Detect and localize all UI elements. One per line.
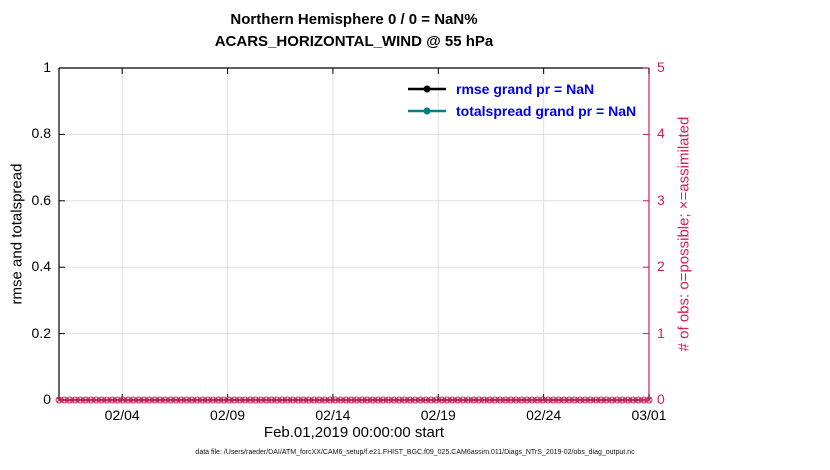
y-tick-label-left: 0.6 [31,191,51,208]
x-axis-label: Feb.01,2019 00:00:00 start [263,424,445,441]
chart-subtitle: ACARS_HORIZONTAL_WIND @ 55 hPa [214,33,494,50]
y-tick-label-right: 3 [657,191,665,208]
legend-row-totalspread: totalspread grand pr = NaN [406,100,636,122]
x-tick-label: 02/24 [526,407,562,423]
totalspread-line-swatch [408,107,446,115]
y-tick-label-right: 4 [657,125,665,142]
x-tick-label: 03/01 [631,407,667,423]
x-tick-label: 02/14 [315,407,351,423]
y-tick-label-left: 0 [43,391,51,407]
y-tick-label-left: 1 [43,59,51,75]
y-tick-label-right: 5 [657,59,665,75]
rmse-line-swatch [408,85,446,93]
y-tick-label-left: 0.2 [31,324,51,341]
y-tick-label-left: 0.4 [31,258,51,275]
y-tick-label-right: 2 [657,258,665,275]
left-axis-label: rmse and totalspread [8,163,26,305]
x-tick-label: 02/04 [104,407,140,423]
legend: rmse grand pr = NaN totalspread grand pr… [406,78,636,122]
right-axis-label: # of obs: o=possible; ×=assimilated [675,116,693,352]
x-tick-label: 02/19 [420,407,456,423]
chart-title: Northern Hemisphere 0 / 0 = NaN% [230,11,478,28]
y-tick-label-left: 0.8 [31,125,51,142]
y-tick-label-right: 0 [657,391,665,407]
data-file-note: data file: /Users/raeder/DAI/ATM_forcXX/… [195,449,635,456]
legend-label-totalspread: totalspread grand pr = NaN [456,103,637,119]
legend-row-rmse: rmse grand pr = NaN [406,78,636,100]
legend-label-rmse: rmse grand pr = NaN [456,81,595,97]
y-tick-label-right: 1 [657,324,665,341]
x-tick-label: 02/09 [210,407,246,423]
